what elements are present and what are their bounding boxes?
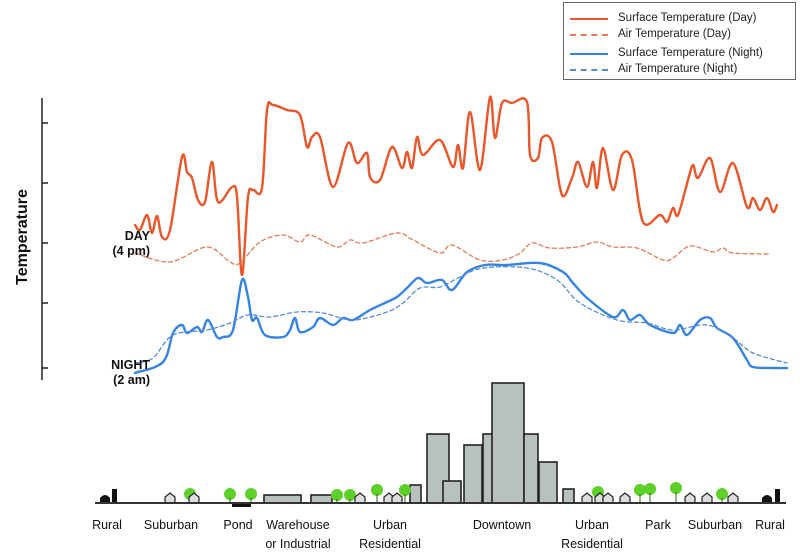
night-label: NIGHT (2 am) <box>111 358 150 388</box>
tree-icon <box>344 489 356 501</box>
day-label-title: DAY <box>124 229 150 243</box>
zone-label: Pond <box>223 516 252 535</box>
house-icon <box>684 492 696 504</box>
zone-label: Downtown <box>473 516 531 535</box>
legend-label: Air Temperature (Day) <box>618 28 731 40</box>
series-line-2 <box>133 261 789 375</box>
building <box>442 480 462 504</box>
tree-icon <box>245 488 257 500</box>
house-icon <box>354 492 366 504</box>
barn-icon <box>762 495 772 503</box>
night-label-title: NIGHT <box>111 358 150 372</box>
zone-label-line: Suburban <box>143 518 199 532</box>
tree-icon <box>644 483 656 495</box>
zone-label: Suburban <box>688 516 742 535</box>
building <box>523 433 539 504</box>
zone-label: Urban Residential <box>359 516 421 554</box>
barn-icon <box>100 495 110 503</box>
zone-label-line: Residential <box>359 537 421 551</box>
tree-icon <box>331 489 343 501</box>
tree-icon <box>716 488 728 500</box>
day-label: DAY (4 pm) <box>113 229 151 259</box>
series-group <box>133 95 789 375</box>
building <box>263 494 302 504</box>
house-icon <box>602 492 614 504</box>
day-label-time: (4 pm) <box>112 244 151 258</box>
zone-label-line: Urban <box>574 518 610 532</box>
house-icon <box>727 492 739 504</box>
house-icon <box>391 492 403 504</box>
zone-label-line: Downtown <box>472 518 532 532</box>
zone-label-line: Warehouse <box>266 518 330 532</box>
series-line-0 <box>133 95 779 277</box>
series-line-3 <box>134 266 788 364</box>
legend-label: Surface Temperature (Night) <box>618 47 763 59</box>
legend: Surface Temperature (Day) Air Temperatur… <box>563 2 796 80</box>
city-skyline-profile <box>95 382 786 507</box>
series-line-1 <box>134 232 771 266</box>
building <box>562 488 575 504</box>
house-icon <box>581 492 593 504</box>
zone-label: Urban Residential <box>561 516 623 554</box>
tree-icon <box>634 484 646 496</box>
zone-label-line: Park <box>645 518 671 532</box>
zone-label-line: Residential <box>561 537 623 551</box>
legend-swatch <box>570 53 608 55</box>
legend-swatch <box>570 34 608 36</box>
zone-label-line: Suburban <box>687 518 743 532</box>
legend-swatch <box>570 69 608 71</box>
legend-item-surface-night: Surface Temperature (Night) <box>564 46 795 60</box>
zone-label: Suburban <box>144 516 198 535</box>
zone-label: Rural <box>755 516 785 535</box>
building <box>409 484 422 504</box>
legend-label: Air Temperature (Night) <box>618 63 738 75</box>
y-axis <box>41 98 48 380</box>
building <box>310 494 333 504</box>
legend-item-air-day: Air Temperature (Day) <box>564 27 795 41</box>
legend-item-surface-day: Surface Temperature (Day) <box>564 11 795 25</box>
legend-label: Surface Temperature (Day) <box>618 12 757 24</box>
house-icon <box>619 492 631 504</box>
silo-icon <box>112 489 117 503</box>
zone-label-line: or Industrial <box>265 537 331 551</box>
tree-icon <box>670 482 682 494</box>
zone-label: Rural <box>92 516 122 535</box>
building <box>538 461 558 504</box>
night-label-time: (2 am) <box>113 373 150 387</box>
house-icon <box>701 492 713 504</box>
building <box>463 444 483 504</box>
zone-label: Warehouse or Industrial <box>265 516 330 554</box>
pond <box>232 502 251 507</box>
legend-swatch <box>570 18 608 20</box>
tree-icon <box>399 484 411 496</box>
zone-label: Park <box>645 516 671 535</box>
tree-icon <box>371 484 383 496</box>
zone-label-line: Rural <box>92 518 122 532</box>
building <box>491 382 525 504</box>
zone-label-line: Urban <box>372 518 408 532</box>
house-icon <box>164 492 176 504</box>
y-axis-label: Temperature <box>14 189 31 285</box>
zone-label-line: Pond <box>223 518 253 532</box>
silo-icon <box>775 489 780 503</box>
zone-label-line: Rural <box>755 518 785 532</box>
legend-item-air-night: Air Temperature (Night) <box>564 62 795 76</box>
tree-icon <box>224 488 236 500</box>
